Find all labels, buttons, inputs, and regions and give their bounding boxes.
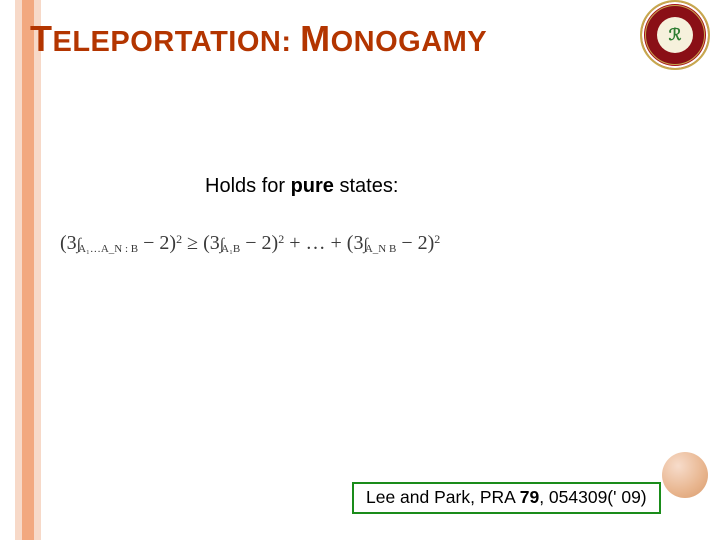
decorative-dot: [662, 452, 708, 498]
lhs-subscript: A₁…A_N : B: [78, 243, 138, 255]
lhs-f-symbol: [77, 232, 78, 254]
monogamy-inequality: (3A₁…A_N : B − 2)2 ≥ (3A₁B − 2)2 + … + (…: [60, 232, 440, 255]
t1-coef: 3: [210, 232, 220, 254]
title-word1-rest: ELEPORTATION: [53, 26, 282, 58]
tN-f-symbol: [363, 232, 364, 254]
institute-logo: ℛ: [640, 0, 710, 70]
tN-minus: − 2: [396, 232, 427, 254]
relation: ≥: [182, 232, 203, 254]
citation-rest: , 054309(' 09): [539, 487, 646, 507]
subtitle: Holds for pure states:: [205, 175, 398, 198]
citation-volume: 79: [520, 487, 539, 507]
citation-box: Lee and Park, PRA 79, 054309(' 09): [352, 482, 661, 514]
title-word2-cap: M: [300, 18, 331, 59]
title-word1-cap: T: [30, 18, 53, 59]
t1-f-symbol: [220, 232, 221, 254]
lhs-minus: − 2: [138, 232, 169, 254]
tN-coef: 3: [353, 232, 363, 254]
tN-exp: 2: [434, 232, 440, 246]
subtitle-bold: pure: [291, 175, 334, 197]
decorative-stripe-inner: [22, 0, 34, 540]
logo-center-glyph: ℛ: [657, 17, 693, 53]
t1-minus: − 2: [240, 232, 271, 254]
lhs-coef: 3: [67, 232, 77, 254]
slide-title: TELEPORTATION: MONOGAMY: [30, 18, 487, 60]
subtitle-post: states:: [334, 175, 398, 197]
subtitle-pre: Holds for: [205, 175, 291, 197]
title-sep: :: [281, 26, 300, 58]
tN-subscript: A_N B: [365, 243, 396, 255]
ellipsis-mid: + … +: [284, 232, 347, 254]
title-word2-rest: ONOGAMY: [331, 26, 488, 58]
citation-authors: Lee and Park, PRA: [366, 487, 520, 507]
